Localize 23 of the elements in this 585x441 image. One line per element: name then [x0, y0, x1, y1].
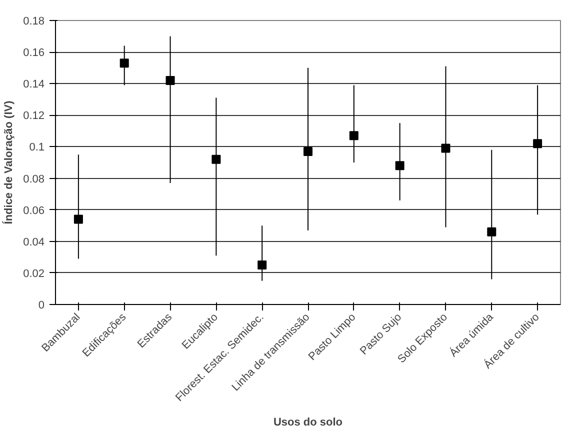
y-tick-label: 0.18	[23, 16, 45, 28]
y-tick-label: 0.12	[23, 110, 45, 122]
y-tick-label: 0.1	[29, 142, 45, 154]
y-tick-label: 0.06	[23, 204, 45, 217]
point	[74, 214, 83, 224]
point	[533, 139, 542, 148]
point	[304, 146, 312, 156]
x-axis-title: Usos do solo	[273, 416, 343, 428]
point	[395, 161, 404, 170]
point	[441, 144, 450, 153]
y-tick-label: 0	[38, 300, 45, 312]
point	[258, 260, 267, 270]
point	[349, 131, 358, 140]
y-tick-label: 0.16	[23, 47, 45, 60]
point	[166, 76, 175, 85]
y-axis-title: Índice de Valoração (IV)	[2, 100, 16, 224]
y-tick-label: 0.04	[23, 236, 45, 248]
point	[120, 58, 129, 68]
point	[212, 154, 221, 164]
y-tick-label: 0.08	[23, 173, 45, 186]
y-tick-label: 0.02	[23, 268, 45, 280]
y-tick-label: 0.14	[23, 78, 45, 91]
point	[487, 227, 496, 236]
